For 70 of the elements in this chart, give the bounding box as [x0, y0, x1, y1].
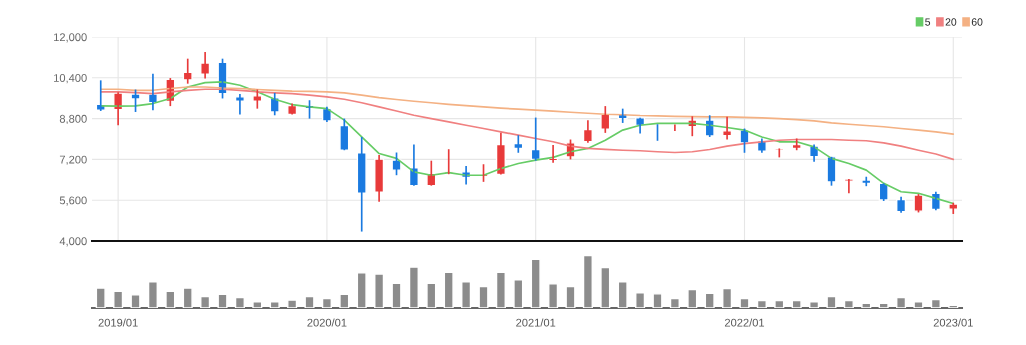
- bar: [948, 304, 959, 308]
- bar: [826, 295, 837, 308]
- x-tick-label: 2019/01: [98, 318, 138, 327]
- y-tick-label: 12,000: [54, 33, 87, 43]
- bar: [165, 290, 176, 308]
- bar: [113, 290, 124, 308]
- bar: [356, 272, 367, 308]
- bar: [843, 299, 854, 308]
- y-tick-label: 5,600: [59, 196, 87, 206]
- bar: [704, 292, 715, 308]
- bar: [304, 295, 315, 308]
- x-tick-label: 2022/01: [724, 318, 765, 327]
- bar: [896, 296, 907, 308]
- bar: [600, 266, 611, 308]
- bar: [339, 293, 350, 308]
- y-tick-label: 8,800: [59, 114, 87, 125]
- bar: [95, 287, 106, 308]
- x-tick-label: 2023/01: [933, 318, 973, 327]
- bar: [443, 271, 454, 308]
- x-tick-label: 2021/01: [516, 318, 556, 327]
- bar: [182, 287, 193, 308]
- bar: [513, 279, 524, 308]
- legend-label: 60: [971, 18, 983, 26]
- bar: [234, 296, 245, 308]
- candlestick: [130, 88, 141, 113]
- bar: [565, 285, 576, 308]
- bar: [495, 271, 506, 308]
- x-tick-label: 2020/01: [307, 318, 347, 327]
- y-tick-label: 7,200: [59, 155, 87, 165]
- bar: [321, 297, 332, 308]
- bar: [930, 298, 941, 308]
- bar: [287, 299, 298, 308]
- bar: [252, 301, 263, 308]
- bar: [408, 266, 419, 308]
- bar: [687, 288, 698, 308]
- bar: [530, 258, 541, 308]
- bar: [478, 285, 489, 308]
- candlestick: [826, 156, 837, 187]
- bar: [809, 301, 820, 308]
- bar: [669, 297, 680, 308]
- bar: [200, 295, 211, 308]
- candlestick: [391, 151, 402, 177]
- bar: [130, 294, 141, 308]
- bar: [269, 301, 280, 308]
- y-tick-label: 4,000: [59, 237, 87, 247]
- bar: [791, 299, 802, 308]
- bar: [217, 293, 228, 308]
- bar: [548, 283, 559, 308]
- bar: [739, 297, 750, 308]
- bar: [913, 301, 924, 308]
- bar: [878, 302, 889, 308]
- bar: [774, 299, 785, 308]
- candlestick: [843, 178, 854, 195]
- bar: [652, 293, 663, 308]
- y-tick-label: 10,400: [54, 74, 87, 84]
- legend-label: 5: [925, 18, 931, 26]
- bar: [722, 287, 733, 308]
- bar: [374, 273, 385, 308]
- bar: [635, 292, 646, 308]
- bar: [617, 281, 628, 308]
- candlestick: [182, 57, 193, 85]
- legend-label: 20: [945, 18, 957, 26]
- bar: [861, 302, 872, 308]
- bar: [461, 281, 472, 308]
- bar: [756, 299, 767, 308]
- bar: [582, 254, 593, 308]
- bar: [391, 282, 402, 308]
- candlestick: [913, 193, 924, 214]
- bar: [426, 282, 437, 308]
- bar: [147, 281, 158, 308]
